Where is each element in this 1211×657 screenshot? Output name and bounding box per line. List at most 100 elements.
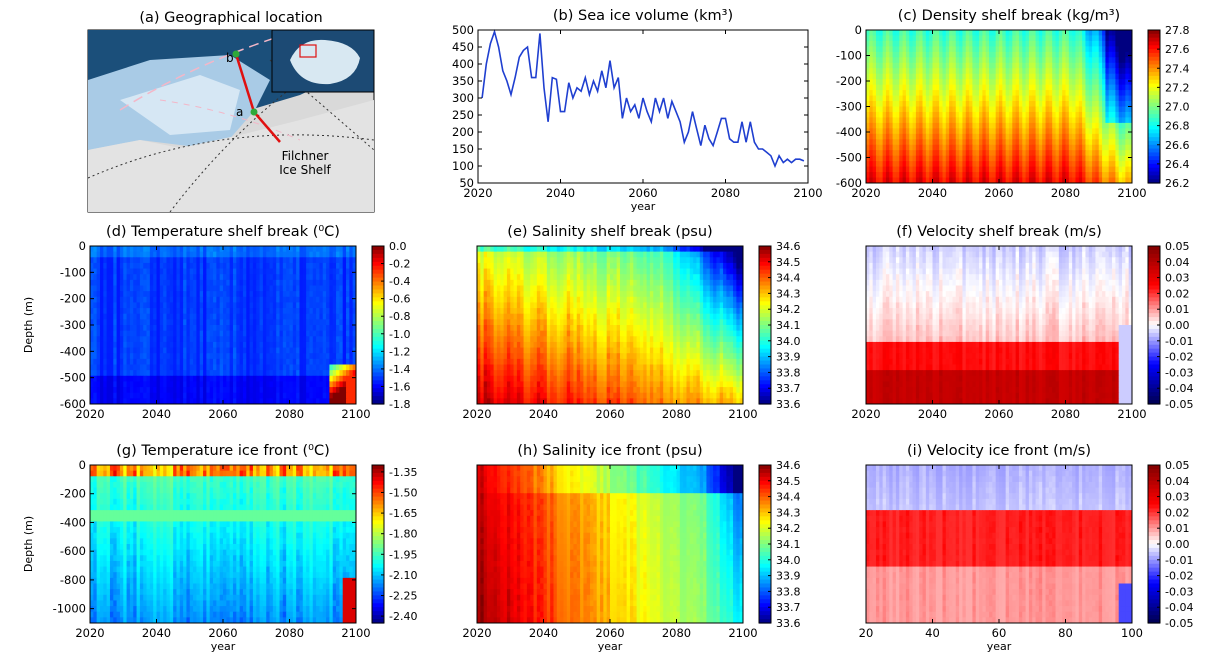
x-axis-label: year <box>631 200 656 213</box>
y-tick-label: 100 <box>452 159 474 173</box>
panel-title: (b) Sea ice volume (km³) <box>553 8 733 24</box>
panel-i-heatmap: 20 40 60 80 100 0.05 0.04 0.03 0.02 0.01 0.00 -0.01… <box>859 443 1194 653</box>
colorbar-tick-label: 34.4 <box>776 491 801 504</box>
colorbar-tick-label: 34.5 <box>776 256 801 269</box>
sea-ice-inner <box>120 75 240 135</box>
panel-title: (a) Geographical location <box>139 10 322 26</box>
y-tick-label: -400 <box>60 515 86 529</box>
x-tick-label: 2080 <box>711 186 740 200</box>
colorbar-tick-label: -0.05 <box>1165 398 1193 411</box>
x-tick-label: 2080 <box>1051 186 1080 200</box>
panel-title: (f) Velocity shelf break (m/s) <box>896 224 1101 240</box>
x-tick-label: 2040 <box>142 626 171 640</box>
y-tick-label: -400 <box>836 125 862 139</box>
x-tick-label: 2040 <box>918 407 947 421</box>
colorbar-tick-label: -0.6 <box>389 293 410 306</box>
colorbar-tick-label: 27.2 <box>1165 81 1190 94</box>
y-tick-label: -1000 <box>53 602 86 616</box>
x-tick-label: 2100 <box>728 407 757 421</box>
point-b-marker <box>232 50 240 58</box>
colorbar <box>371 245 385 405</box>
x-tick-label: 2080 <box>662 407 691 421</box>
x-tick-label: 2040 <box>142 407 171 421</box>
colorbar-tick-label: 33.6 <box>776 617 801 630</box>
colorbar-tick-label: -2.25 <box>389 590 417 603</box>
antarctica-inset <box>290 39 360 85</box>
y-tick-label: 50 <box>459 176 474 190</box>
colorbar-tick-label: 0.01 <box>1165 522 1190 535</box>
y-tick-label: -500 <box>60 371 86 385</box>
x-tick-label: 40 <box>925 626 940 640</box>
y-tick-label: 0 <box>855 23 862 37</box>
x-tick-label: 60 <box>992 626 1007 640</box>
colorbar-tick-label: -1.35 <box>389 466 417 479</box>
point-a-marker <box>250 108 258 116</box>
colorbar-tick-label: 33.7 <box>776 382 801 395</box>
y-tick-label: -600 <box>60 544 86 558</box>
x-tick-label: 2060 <box>628 186 657 200</box>
colorbar-tick-label: -1.65 <box>389 507 417 520</box>
x-tick-label: 2020 <box>75 407 104 421</box>
colorbar-tick-label: -0.02 <box>1165 570 1193 583</box>
y-tick-label: -600 <box>836 176 862 190</box>
colorbar-tick-label: 27.0 <box>1165 101 1190 114</box>
x-tick-label: 2020 <box>463 186 492 200</box>
colorbar-tick-label: 0.0 <box>389 240 407 253</box>
colorbar-tick-label: -1.0 <box>389 328 410 341</box>
colorbar-tick-label: -0.05 <box>1165 617 1193 630</box>
y-tick-label: 400 <box>452 57 474 71</box>
colorbar-tick-label: 34.6 <box>776 459 801 472</box>
sea-ice-volume-line <box>481 28 805 169</box>
colorbar-tick-label: -1.4 <box>389 363 410 376</box>
colorbar-tick-label: 0.04 <box>1165 256 1190 269</box>
colorbar-tick-label: -1.6 <box>389 380 410 393</box>
colorbar-tick-label: 34.2 <box>776 522 801 535</box>
x-tick-label: 2020 <box>75 626 104 640</box>
x-tick-label: 2060 <box>984 186 1013 200</box>
panel-e-heatmap: 2020 2040 2060 2080 2100 34.6 34.5 34.4 34.3 34.2… <box>462 224 800 421</box>
y-tick-label: -800 <box>60 573 86 587</box>
colorbar-tick-label: 26.8 <box>1165 120 1190 133</box>
colorbar-tick-label: 34.1 <box>776 319 801 332</box>
y-tick-label: 200 <box>452 125 474 139</box>
x-tick-label: 2100 <box>341 626 370 640</box>
y-tick-label: 450 <box>452 40 474 54</box>
x-tick-label: 2100 <box>341 407 370 421</box>
colorbar-tick-label: 34.5 <box>776 475 801 488</box>
land-region <box>88 100 374 212</box>
colorbar-tick-label: -0.01 <box>1165 335 1193 348</box>
colorbar-tick-label: 0.05 <box>1165 240 1190 253</box>
colorbar-tick-label: 27.4 <box>1165 62 1190 75</box>
colorbar-tick-label: -0.04 <box>1165 382 1193 395</box>
x-tick-label: 2060 <box>595 407 624 421</box>
x-tick-label: 2080 <box>275 407 304 421</box>
y-tick-label: -200 <box>60 292 86 306</box>
colorbar-tick-label: -0.03 <box>1165 585 1193 598</box>
x-axis-label: year <box>987 640 1012 653</box>
colorbar-tick-label: 26.2 <box>1165 177 1190 190</box>
colorbar-tick-label: 33.8 <box>776 366 801 379</box>
colorbar-tick-label: -2.40 <box>389 610 417 623</box>
colorbar-tick-label: 33.6 <box>776 398 801 411</box>
y-axis-label: Depth (m) <box>22 297 35 353</box>
colorbar-tick-label: 0.03 <box>1165 272 1190 285</box>
y-tick-label: 500 <box>452 23 474 37</box>
point-b-label: b <box>226 51 234 65</box>
y-axis-label: Depth (m) <box>22 516 35 572</box>
x-tick-label: 100 <box>1121 626 1143 640</box>
x-tick-label: 2060 <box>208 626 237 640</box>
colorbar-tick-label: 0.02 <box>1165 506 1190 519</box>
x-tick-label: 2080 <box>662 626 691 640</box>
panel-b-line-chart: 2020 2040 2060 2080 2100 50 100 150 200 250 300 350… <box>452 8 823 213</box>
colorbar-tick-label: 33.9 <box>776 570 801 583</box>
panel-title: (e) Salinity shelf break (psu) <box>507 224 712 240</box>
colorbar-tick-label: -0.4 <box>389 275 410 288</box>
x-tick-label: 2040 <box>529 407 558 421</box>
colorbar-tick-label: -1.8 <box>389 398 410 411</box>
colorbar-tick-label: 33.7 <box>776 601 801 614</box>
y-tick-label: -500 <box>836 151 862 165</box>
panel-title: (c) Density shelf break (kg/m³) <box>898 8 1120 24</box>
x-tick-label: 2040 <box>546 186 575 200</box>
colorbar <box>371 464 385 624</box>
colorbar-tick-label: -0.03 <box>1165 366 1193 379</box>
